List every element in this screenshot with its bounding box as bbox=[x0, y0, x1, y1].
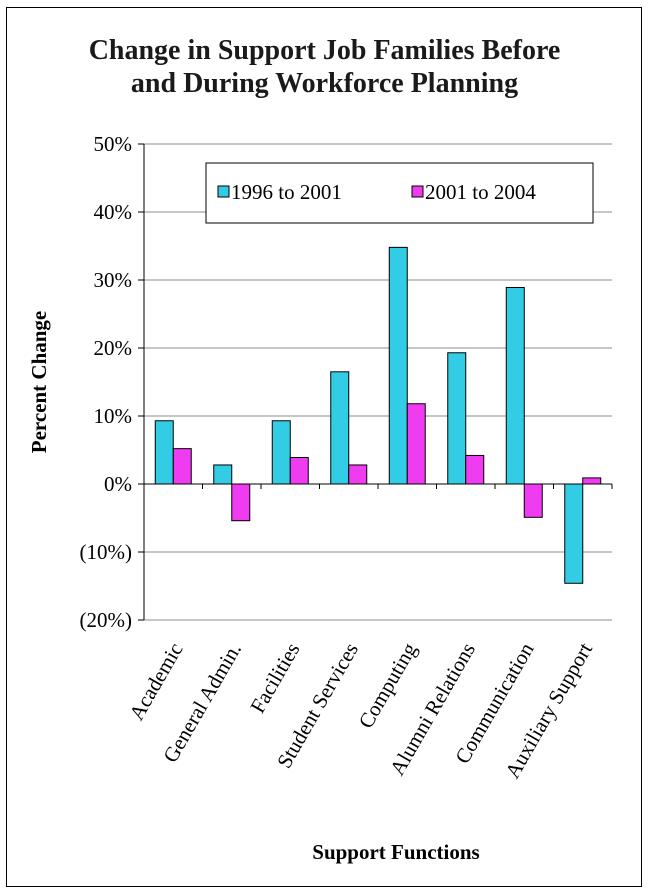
axis-labels: 50%40%30%20%10%0%(10%)(20%)AcademicGener… bbox=[27, 132, 597, 864]
y-axis-title: Percent Change bbox=[27, 311, 51, 454]
bar-2001-2004 bbox=[582, 477, 602, 485]
bar-1996-2001 bbox=[388, 246, 408, 485]
bar-2001-2004 bbox=[465, 454, 485, 485]
bar-2001-2004 bbox=[348, 464, 368, 485]
bars bbox=[154, 246, 602, 584]
legend: 1996 to 2001 2001 to 2004 bbox=[205, 162, 594, 224]
chart-title-line-1: Change in Support Job Families Before bbox=[88, 35, 561, 66]
chart-frame bbox=[6, 7, 642, 887]
bar-2001-2004 bbox=[289, 456, 309, 485]
x-tick-label: Facilities bbox=[245, 639, 304, 718]
y-tick-label: 10% bbox=[94, 404, 133, 428]
legend-swatch bbox=[411, 185, 424, 198]
legend-label: 1996 to 2001 bbox=[231, 180, 342, 204]
y-tick-label: 40% bbox=[94, 200, 133, 224]
gridlines bbox=[144, 143, 612, 621]
x-tick-label: Academic bbox=[124, 639, 187, 725]
bar-1996-2001 bbox=[271, 420, 291, 485]
y-tick-label: 30% bbox=[94, 268, 133, 292]
chart-title-line-2: and During Workforce Planning bbox=[130, 68, 519, 99]
bar-2001-2004 bbox=[231, 483, 251, 522]
bar-2001-2004 bbox=[406, 403, 426, 485]
bar-1996-2001 bbox=[330, 371, 350, 485]
bar-1996-2001 bbox=[447, 352, 467, 485]
y-tick-label: (10%) bbox=[80, 540, 132, 564]
legend-box bbox=[205, 162, 594, 224]
bar-2001-2004 bbox=[172, 448, 192, 485]
legend-swatch bbox=[217, 185, 230, 198]
bar-2001-2004 bbox=[523, 483, 543, 518]
y-tick-label: 20% bbox=[94, 336, 133, 360]
bar-1996-2001 bbox=[213, 464, 233, 485]
y-tick-label: 0% bbox=[104, 472, 132, 496]
y-tick-label: (20%) bbox=[80, 608, 132, 632]
y-tick-label: 50% bbox=[94, 132, 133, 156]
axes bbox=[138, 143, 613, 621]
bar-1996-2001 bbox=[154, 420, 174, 485]
x-tick-label: Computing bbox=[354, 638, 422, 732]
legend-label: 2001 to 2004 bbox=[425, 180, 536, 204]
chart-title: Change in Support Job Families Before an… bbox=[0, 34, 649, 100]
bar-1996-2001 bbox=[505, 286, 525, 485]
bar-1996-2001 bbox=[564, 483, 584, 584]
x-axis-title: Support Functions bbox=[312, 840, 479, 864]
